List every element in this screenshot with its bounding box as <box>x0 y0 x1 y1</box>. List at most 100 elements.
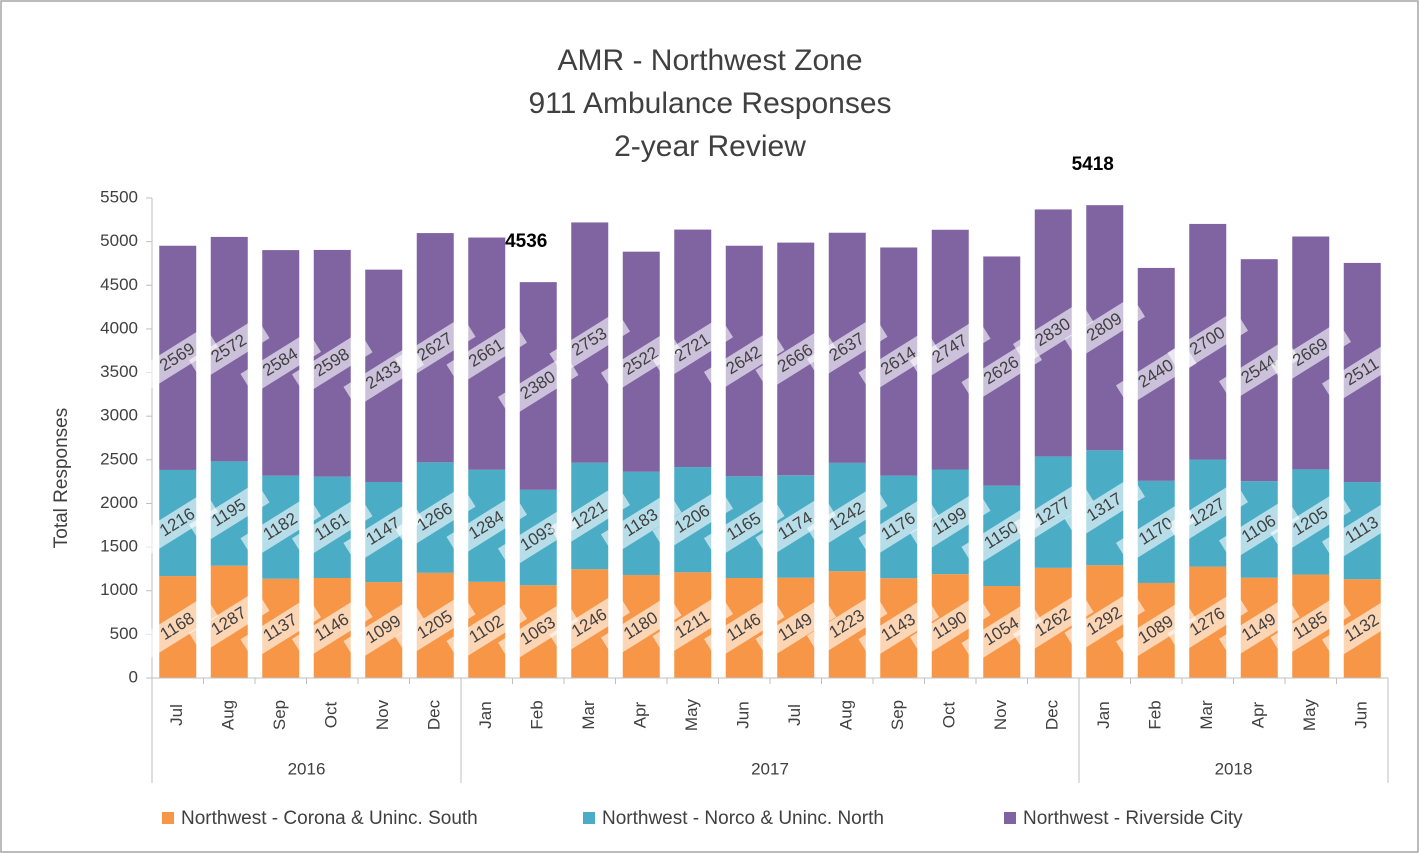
x-tick-label: Feb <box>1146 700 1165 729</box>
value-label-band <box>652 488 734 552</box>
legend-label: Northwest - Norco & Uninc. North <box>602 808 884 829</box>
value-label-band <box>446 322 528 386</box>
value-label-band <box>1218 338 1300 402</box>
value-label-band <box>600 330 682 394</box>
value-label-band <box>137 491 219 555</box>
x-tick-label: Sep <box>270 700 289 730</box>
value-label-band <box>858 495 940 559</box>
legend-label: Northwest - Corona & Uninc. South <box>181 808 478 829</box>
value-label-band <box>137 595 219 659</box>
value-label-band <box>343 500 425 564</box>
value-label-band <box>806 593 888 657</box>
value-label-band <box>858 330 940 393</box>
x-group-label: 2018 <box>1215 759 1253 778</box>
annotation: 5418 <box>1072 154 1114 175</box>
x-tick-label: Mar <box>1197 700 1216 730</box>
y-axis-label: Total Responses <box>51 408 72 548</box>
value-label-band <box>1270 594 1352 658</box>
chart-title: 911 Ambulance Responses <box>528 87 891 120</box>
value-label-band <box>1218 596 1300 660</box>
value-label-band <box>1270 321 1352 385</box>
value-label-band <box>240 597 322 660</box>
value-label-band <box>1321 499 1403 563</box>
y-tick-label: 2000 <box>100 493 138 512</box>
value-label-band <box>909 490 991 554</box>
x-tick-label: Jul <box>167 704 186 726</box>
value-label-band <box>600 492 682 555</box>
value-label-band <box>1270 490 1352 554</box>
value-label-band <box>755 596 837 660</box>
value-label-band <box>652 593 734 657</box>
x-tick-label: May <box>1300 698 1319 731</box>
y-tick-label: 500 <box>110 624 138 643</box>
value-label-band <box>755 495 837 558</box>
value-label-band <box>600 595 682 658</box>
x-tick-label: Jun <box>1352 701 1371 728</box>
x-tick-label: Oct <box>940 702 959 729</box>
y-tick-label: 3000 <box>100 406 138 425</box>
y-tick-label: 1000 <box>100 580 138 599</box>
value-label-band <box>549 311 631 374</box>
x-tick-label: Apr <box>631 701 650 728</box>
legend-swatch <box>1004 812 1016 824</box>
annotation: 4536 <box>505 231 547 252</box>
x-tick-label: Dec <box>1043 699 1062 730</box>
value-label-band <box>188 590 270 654</box>
value-label-band <box>1012 591 1094 655</box>
value-label-band <box>1321 597 1403 660</box>
x-tick-label: May <box>682 698 701 731</box>
value-label-band <box>1115 500 1197 564</box>
value-label-band <box>703 329 785 393</box>
legend-swatch <box>583 812 595 824</box>
y-tick-label: 5000 <box>100 231 138 250</box>
value-label-band <box>188 317 270 381</box>
x-tick-label: Oct <box>322 702 341 729</box>
value-label-band <box>909 318 991 382</box>
value-label-band <box>1064 476 1146 540</box>
value-label-band <box>291 495 373 559</box>
value-label-band <box>909 594 991 658</box>
y-tick-label: 3500 <box>100 362 138 381</box>
y-tick-label: 4000 <box>100 318 138 337</box>
chart-title: AMR - Northwest Zone <box>557 44 862 77</box>
value-label-band <box>240 495 322 559</box>
value-label-band <box>497 600 579 663</box>
value-label-band <box>1064 296 1146 360</box>
x-tick-label: Aug <box>837 700 856 730</box>
value-label-band <box>446 494 528 558</box>
value-label-group: 2544 <box>1218 338 1300 402</box>
value-label-band <box>961 600 1043 664</box>
x-tick-label: Jan <box>476 701 495 728</box>
value-label-band <box>858 596 940 660</box>
value-label-band <box>1218 498 1300 561</box>
x-group-label: 2016 <box>288 759 326 778</box>
y-tick-label: 4500 <box>100 275 138 294</box>
value-label-band <box>1064 590 1146 653</box>
value-label-band <box>188 482 270 545</box>
value-label-band <box>291 331 373 395</box>
y-tick-label: 1500 <box>100 537 138 556</box>
y-tick-label: 5500 <box>100 187 138 206</box>
value-label-band <box>1012 301 1094 365</box>
value-label-band <box>806 485 888 549</box>
x-tick-label: Apr <box>1249 701 1268 728</box>
y-tick-label: 0 <box>129 667 138 686</box>
value-label-band <box>1321 341 1403 404</box>
value-label-band <box>1167 481 1249 545</box>
value-label-band <box>394 486 476 549</box>
value-label-band <box>497 354 579 418</box>
chart-title: 2-year Review <box>614 130 806 163</box>
x-tick-label: Dec <box>425 699 444 730</box>
legend-label: Northwest - Riverside City <box>1023 808 1243 829</box>
value-label-band <box>1167 590 1249 654</box>
value-label-band <box>394 316 476 380</box>
value-label-band <box>1115 599 1197 662</box>
value-label-band <box>343 598 425 662</box>
value-label-band <box>806 316 888 380</box>
value-label-band <box>137 326 219 390</box>
x-tick-label: Nov <box>373 699 392 730</box>
value-label-band <box>652 316 734 380</box>
value-label-band <box>703 596 785 660</box>
x-group-label: 2017 <box>751 759 789 778</box>
